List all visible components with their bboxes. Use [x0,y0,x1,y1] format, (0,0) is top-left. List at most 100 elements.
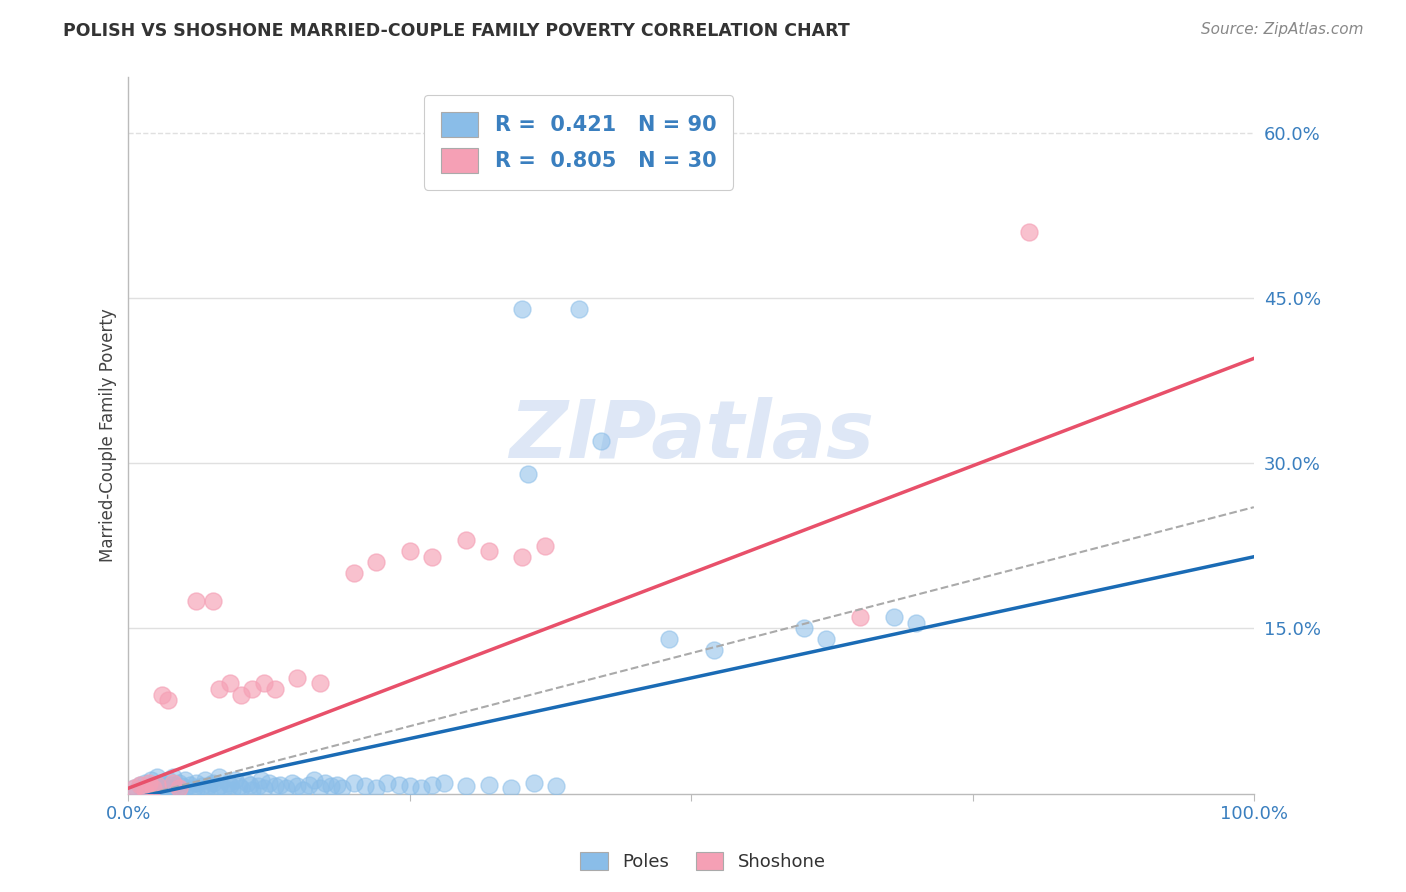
Point [478,778,501,792]
Point [212,781,235,796]
Point [205,783,228,797]
Point [905,615,928,630]
Point [134,783,156,797]
Point [534,539,557,553]
Point [517,467,540,482]
Point [195,781,218,796]
Point [246,779,269,793]
Point [139,781,162,796]
Point [568,301,591,316]
Y-axis label: Married-Couple Family Poverty: Married-Couple Family Poverty [100,309,117,563]
Point [512,549,534,564]
Point [165,783,187,797]
Point [398,779,420,793]
Point [201,775,224,789]
Point [150,783,173,797]
Point [353,779,375,793]
Point [420,778,443,792]
Point [156,773,179,788]
Point [681,159,703,173]
Point [229,781,252,796]
Point [269,778,291,792]
Point [190,779,212,793]
Point [138,775,160,789]
Point [184,783,207,797]
Point [454,779,477,793]
Point [263,779,285,793]
Point [142,781,165,796]
Point [263,681,285,696]
Point [128,778,150,792]
Point [179,778,201,792]
Point [145,778,167,792]
Point [314,775,336,789]
Point [523,775,546,789]
Point [240,783,263,797]
Point [478,544,501,558]
Point [815,632,838,647]
Point [398,544,420,558]
Point [375,775,398,789]
Point [172,779,194,793]
Point [409,781,432,796]
Point [127,783,149,797]
Point [308,781,330,796]
Text: ZIPatlas: ZIPatlas [509,397,873,475]
Point [285,779,308,793]
Point [291,783,314,797]
Point [240,681,263,696]
Point [134,775,156,789]
Point [128,778,150,792]
Point [239,778,262,792]
Point [325,778,347,792]
Point [330,781,353,796]
Point [138,779,160,793]
Point [173,781,195,796]
Text: Source: ZipAtlas.com: Source: ZipAtlas.com [1201,22,1364,37]
Point [546,779,568,793]
Point [883,610,905,624]
Point [201,594,224,608]
Point [162,775,184,789]
Point [387,778,409,792]
Point [364,781,387,796]
Point [308,676,330,690]
Point [454,533,477,548]
Point [194,773,217,788]
Point [252,676,274,690]
Point [849,610,872,624]
Point [153,779,176,793]
Point [139,773,162,788]
Point [207,770,229,784]
Point [167,781,190,796]
Point [342,775,364,789]
Point [122,781,145,796]
Point [319,779,342,793]
Point [228,779,250,793]
Point [149,781,172,796]
Point [285,671,308,685]
Point [274,781,297,796]
Point [257,775,280,789]
Point [207,779,229,793]
Point [793,621,815,635]
Point [364,555,387,569]
Point [250,773,273,788]
Point [591,434,613,448]
Point [218,676,240,690]
Point [150,775,173,789]
Point [207,681,229,696]
Point [501,781,523,796]
Point [658,632,681,647]
Point [218,778,240,792]
Point [224,773,246,788]
Point [156,781,179,796]
Point [142,783,165,797]
Point [167,775,190,789]
Point [221,783,243,797]
Point [432,775,454,789]
Point [280,775,302,789]
Legend: Poles, Shoshone: Poles, Shoshone [574,845,832,879]
Point [162,770,184,784]
Point [1018,225,1040,239]
